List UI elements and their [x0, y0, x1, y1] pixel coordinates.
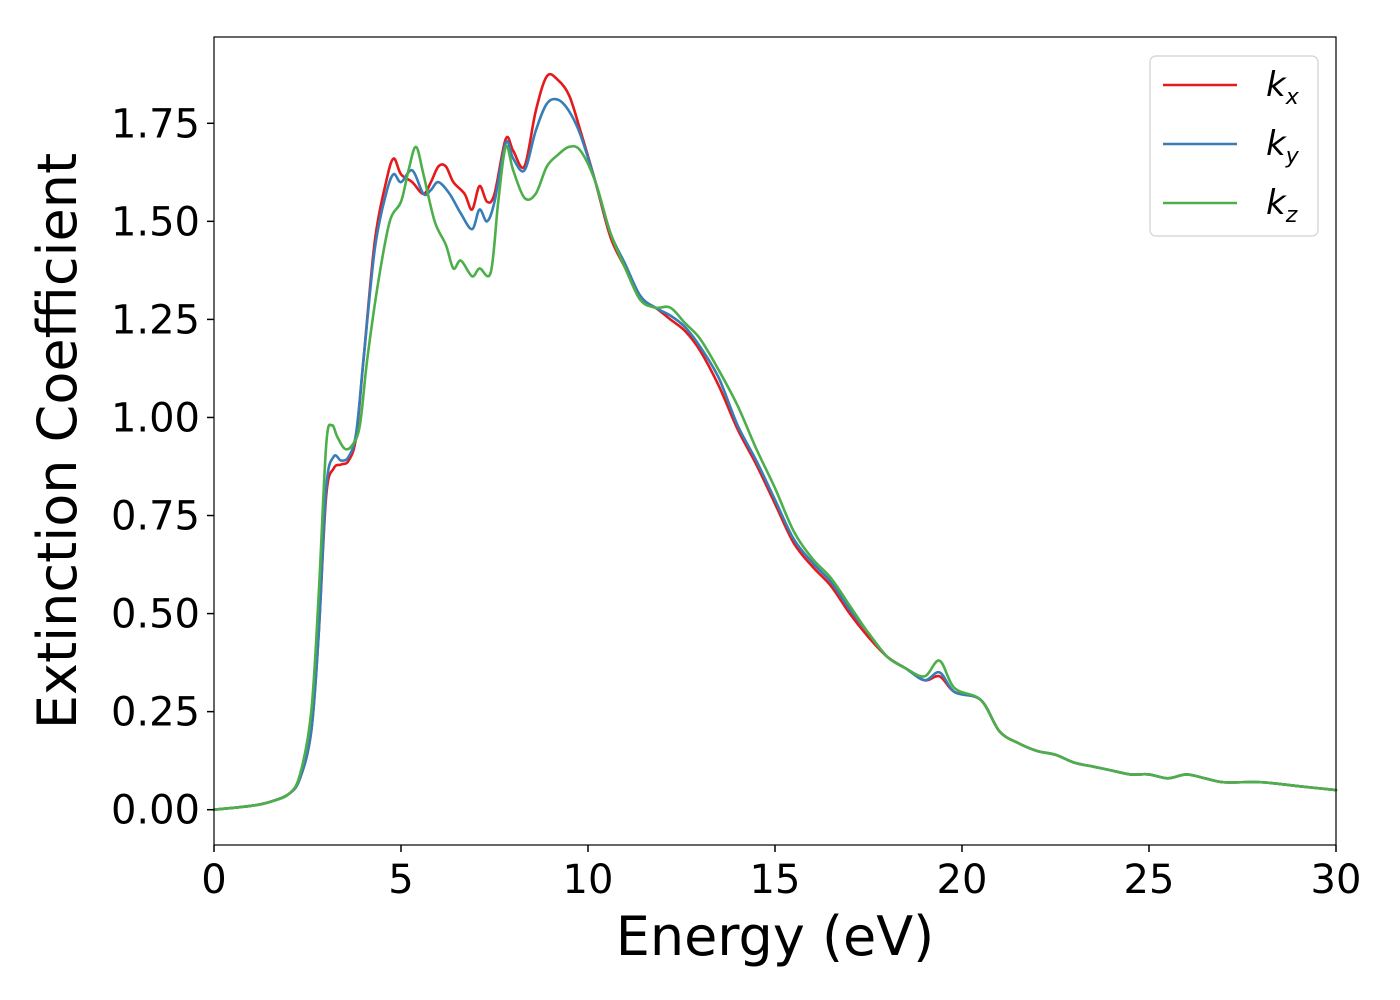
- y-tick-label: 0.25: [111, 690, 200, 736]
- series-layer: [212, 72, 1338, 811]
- x-tick-label: 25: [1124, 857, 1175, 903]
- y-tick-label: 0.00: [111, 788, 200, 834]
- x-tick-label: 20: [937, 857, 988, 903]
- y-tick-label: 1.50: [111, 199, 200, 245]
- y-axis-ticks: 0.00 0.25 0.50 0.75 1.00 1.25 1.50 1.75: [111, 101, 214, 834]
- x-tick-label: 15: [750, 857, 801, 903]
- y-tick-label: 1.00: [111, 395, 200, 441]
- x-axis-label: Energy (eV): [616, 905, 935, 968]
- y-tick-label: 1.75: [111, 101, 200, 147]
- x-tick-label: 0: [201, 857, 226, 903]
- x-tick-label: 30: [1311, 857, 1362, 903]
- x-axis-ticks: 0 5 10 15 20 25 30: [201, 845, 1361, 903]
- x-tick-label: 5: [388, 857, 413, 903]
- y-tick-label: 0.50: [111, 592, 200, 638]
- y-axis-label: Extinction Coefficient: [26, 153, 89, 729]
- x-tick-label: 10: [563, 857, 614, 903]
- y-tick-label: 0.75: [111, 494, 200, 540]
- y-tick-label: 1.25: [111, 297, 200, 343]
- series-line-k-z: [212, 144, 1338, 811]
- legend-box: [1149, 55, 1319, 237]
